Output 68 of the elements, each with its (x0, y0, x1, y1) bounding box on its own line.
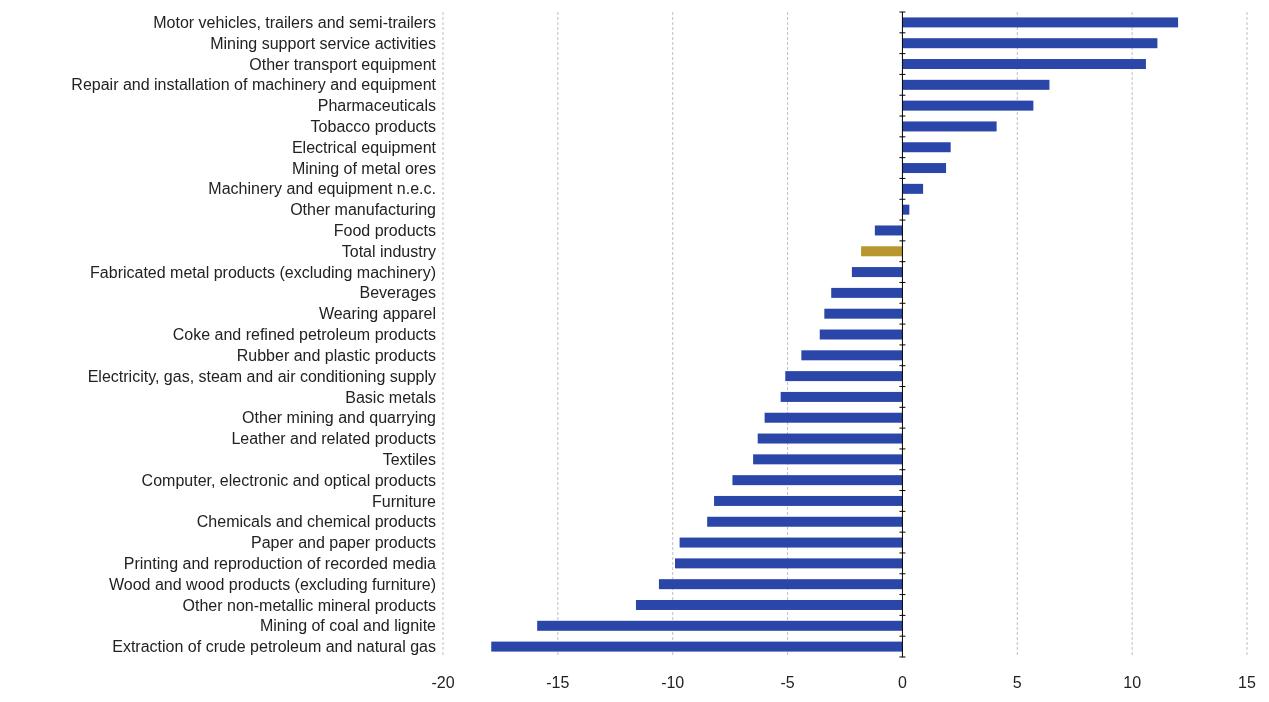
bar (707, 516, 903, 527)
x-tick-label: 0 (897, 674, 907, 691)
y-tick-label: Textiles (382, 450, 436, 468)
bar (902, 79, 1050, 90)
y-tick-label: Basic metals (345, 388, 436, 406)
y-tick-label: Computer, electronic and optical products (141, 471, 436, 489)
y-tick-label: Fabricated metal products (excluding machinery) (90, 263, 436, 281)
bar (902, 17, 1179, 28)
y-tick-label: Paper and paper products (250, 534, 436, 552)
bar (679, 537, 903, 548)
y-tick-label: Electricity, gas, steam and air conditioning supply (87, 367, 436, 385)
y-tick-label: Total industry (341, 242, 436, 260)
y-tick-label: Leather and related products (231, 430, 436, 448)
y-tick-label: Printing and reproduction of recorded media (123, 554, 437, 572)
y-tick-label: Other non-metallic mineral products (182, 596, 436, 614)
bar (831, 287, 903, 298)
y-tick-label: Mining support service activities (210, 34, 436, 52)
bar (753, 454, 903, 465)
y-tick-label: Other manufacturing (290, 201, 436, 219)
bar (902, 163, 947, 174)
y-tick-label: Wood and wood products (excluding furniture) (109, 575, 436, 593)
y-tick-label: Mining of coal and lignite (259, 617, 437, 635)
y-tick-label: Food products (333, 222, 436, 240)
x-tick-label: 10 (1123, 674, 1142, 691)
bar (902, 100, 1034, 111)
bar (824, 308, 903, 319)
y-tick-label: Coke and refined petroleum products (172, 326, 436, 344)
bar (801, 350, 903, 361)
bar (714, 495, 903, 506)
bar (635, 599, 903, 610)
bar (675, 558, 903, 569)
y-tick-label: Mining of metal ores (291, 159, 436, 177)
x-tick-label: -5 (780, 674, 795, 691)
x-tick-label: -20 (431, 674, 455, 691)
y-tick-label: Wearing apparel (318, 305, 436, 323)
bar (874, 225, 903, 236)
x-tick-label: -15 (546, 674, 570, 691)
y-tick-label: Motor vehicles, trailers and semi-trailers (153, 14, 436, 31)
x-tick-label: 15 (1238, 674, 1256, 691)
bar (902, 183, 924, 194)
bar (658, 579, 903, 590)
y-tick-label: Beverages (359, 284, 436, 302)
y-tick-label: Other mining and quarrying (242, 409, 436, 427)
x-tick-label: 5 (1012, 674, 1022, 691)
bar (861, 246, 903, 257)
bar (732, 475, 903, 486)
bar (537, 620, 903, 631)
bar (780, 391, 903, 402)
y-tick-label: Machinery and equipment n.e.c. (208, 180, 436, 198)
y-tick-label: Extraction of crude petroleum and natural gas (112, 638, 436, 656)
bar (902, 142, 951, 153)
y-tick-label: Other transport equipment (249, 55, 437, 73)
y-tick-label: Pharmaceuticals (317, 97, 436, 115)
y-tick-label: Rubber and plastic products (236, 346, 436, 364)
bar (902, 38, 1158, 49)
y-tick-label: Chemicals and chemical products (196, 513, 436, 531)
bar (757, 433, 903, 444)
y-tick-label: Electrical equipment (291, 138, 437, 156)
bar (902, 121, 997, 132)
x-tick-label: -10 (661, 674, 685, 691)
bar (902, 59, 1146, 70)
bar (491, 641, 903, 652)
y-tick-label: Tobacco products (310, 118, 436, 136)
bar (764, 412, 903, 423)
bar (785, 371, 903, 382)
bar (851, 267, 903, 278)
y-tick-label: Repair and installation of machinery and equipment (71, 76, 437, 94)
y-tick-label: Furniture (371, 492, 437, 510)
